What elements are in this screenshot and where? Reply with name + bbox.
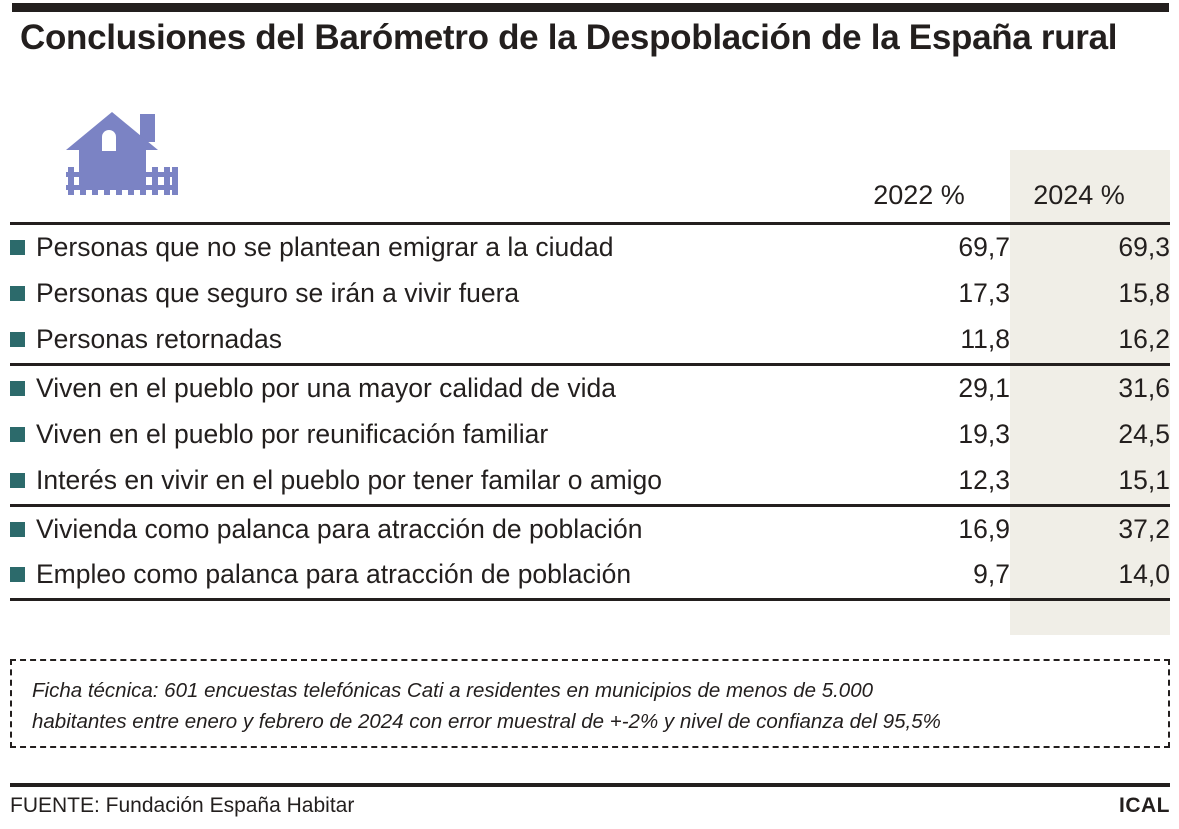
row-label: Vivienda como palanca para atracción de …: [36, 513, 643, 544]
row-label-cell: Personas que seguro se irán a vivir fuer…: [10, 270, 850, 317]
row-value-2022: 69,7: [958, 231, 1010, 262]
row-value-2024: 16,2: [1118, 324, 1170, 355]
page-title: Conclusiones del Barómetro de la Despobl…: [20, 18, 1118, 57]
footer: FUENTE: Fundación España Habitar ICAL: [10, 794, 1170, 818]
row-value-2022: 12,3: [958, 465, 1010, 496]
row-value-2022: 9,7: [850, 552, 1010, 601]
row-value-2022: 17,3: [958, 278, 1010, 308]
row-value-2022: 29,1: [850, 362, 1010, 411]
technical-note-line-1: Ficha técnica: 601 encuestas telefónicas…: [32, 679, 874, 702]
bullet-square-icon: [10, 332, 25, 348]
row-label-cell: Interés en vivir en el pueblo por tener …: [10, 458, 850, 505]
bullet-square-icon: [10, 286, 25, 301]
row-label-cell: Vivienda como palanca para atracción de …: [10, 503, 850, 552]
row-value-2022: 19,3: [958, 419, 1010, 449]
table-row: Viven en el pueblo por reunificación fam…: [10, 411, 1170, 458]
row-label-cell: Personas retornadas: [10, 317, 850, 364]
table-row: Vivienda como palanca para atracción de …: [10, 503, 1170, 552]
row-value-2024: 24,5: [1118, 419, 1170, 449]
row-value-2024: 69,3: [1118, 231, 1170, 262]
table-row: Personas que seguro se irán a vivir fuer…: [10, 270, 1170, 317]
row-label-cell: Personas que no se plantean emigrar a la…: [10, 223, 850, 270]
row-label: Interés en vivir en el pueblo por tener …: [36, 465, 663, 496]
row-label: Personas que seguro se irán a vivir fuer…: [36, 278, 520, 308]
agency-label: ICAL: [1119, 794, 1170, 817]
bullet-square-icon: [10, 521, 25, 537]
source-label: FUENTE: Fundación España Habitar: [10, 794, 355, 817]
row-value-2022: 16,9: [850, 503, 1010, 552]
row-label: Personas que no se plantean emigrar a la…: [36, 231, 614, 262]
table-row: Empleo como palanca para atracción de po…: [10, 552, 1170, 601]
row-label-cell: Viven en el pueblo por una mayor calidad…: [10, 362, 850, 411]
row-value-2024: 14,0: [1010, 552, 1170, 601]
row-label: Empleo como palanca para atracción de po…: [36, 559, 632, 590]
header-label: [10, 145, 850, 223]
row-label: Viven en el pueblo por reunificación fam…: [36, 419, 549, 449]
row-value-2024: 15,1: [1118, 465, 1170, 496]
row-value-2024: 37,2: [1010, 503, 1170, 552]
technical-note-box: Ficha técnica: 601 encuestas telefónicas…: [10, 659, 1170, 748]
bullet-square-icon: [10, 427, 25, 442]
row-value-2024: 15,8: [1118, 278, 1170, 308]
row-label-cell: Empleo como palanca para atracción de po…: [10, 552, 850, 601]
technical-note-line-2: habitantes entre enero y febrero de 2024…: [32, 710, 941, 733]
bullet-square-icon: [10, 567, 25, 583]
bullet-square-icon: [10, 380, 25, 396]
table-body: Personas que no se plantean emigrar a la…: [10, 223, 1170, 601]
conclusions-table-wrapper: 2022 % 2024 % Personas que no se plantea…: [10, 145, 1170, 635]
footer-divider: [10, 783, 1170, 787]
header-2024: 2024 %: [1033, 179, 1125, 210]
row-label: Viven en el pueblo por una mayor calidad…: [36, 372, 616, 403]
row-label: Personas retornadas: [36, 324, 283, 355]
table-row: Viven en el pueblo por una mayor calidad…: [10, 362, 1170, 411]
table-row: Personas retornadas 11,8 16,2: [10, 317, 1170, 364]
conclusions-table: 2022 % 2024 % Personas que no se plantea…: [10, 145, 1170, 601]
table-row: Personas que no se plantean emigrar a la…: [10, 223, 1170, 270]
row-value-2024: 31,6: [1010, 362, 1170, 411]
header-2022: 2022 %: [873, 179, 965, 210]
bullet-square-icon: [10, 239, 25, 255]
row-label-cell: Viven en el pueblo por reunificación fam…: [10, 411, 850, 458]
top-black-bar: [12, 3, 1169, 12]
table-header-row: 2022 % 2024 %: [10, 145, 1170, 223]
bullet-square-icon: [10, 473, 25, 489]
row-value-2022: 11,8: [960, 324, 1010, 355]
table-row: Interés en vivir en el pueblo por tener …: [10, 458, 1170, 505]
house-with-fence-icon: [52, 108, 202, 208]
